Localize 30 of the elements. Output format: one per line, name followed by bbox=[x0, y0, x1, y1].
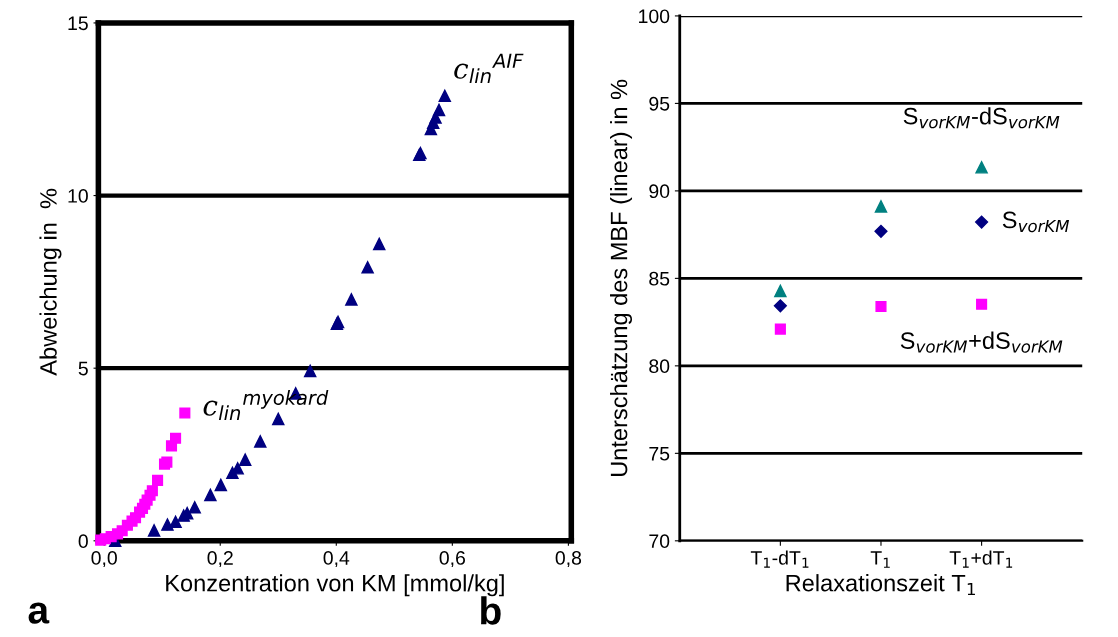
series-label: S$_{vorKM}$ bbox=[1002, 211, 1070, 233]
x-tick-label: 0,0 bbox=[91, 551, 117, 568]
y-tick-label: 85 bbox=[649, 271, 670, 286]
series-label: S$_{vorKM}$-dS$_{vorKM}$ bbox=[903, 107, 1060, 129]
y-tick-label: 5 bbox=[78, 361, 88, 376]
text: b bbox=[481, 596, 501, 625]
x-tick-label: 0,8 bbox=[555, 551, 582, 568]
x-axis-title: Relaxationszeit T$_{1}$ bbox=[786, 574, 975, 596]
y-tick-label: 100 bbox=[639, 9, 670, 24]
y-axis-title: Abweichung in % bbox=[39, 188, 62, 376]
y-tick-label: 10 bbox=[68, 189, 88, 203]
annotation: c$_{lin}$$^{AIF}$ bbox=[454, 53, 524, 83]
y-tick-label: 90 bbox=[649, 184, 670, 199]
x-tick-label: 0,2 bbox=[207, 551, 233, 568]
x-tick-label: T$_{1}$+dT$_{1}$ bbox=[949, 550, 1013, 568]
text: a bbox=[28, 602, 50, 624]
x-tick-label: 0,6 bbox=[439, 551, 466, 568]
y-tick-label: 15 bbox=[68, 16, 88, 31]
y-tick-label: 75 bbox=[649, 447, 670, 461]
y-tick-label: 95 bbox=[649, 96, 670, 111]
series-label: S$_{vorKM}$+dS$_{vorKM}$ bbox=[900, 331, 1063, 353]
y-tick-label: 0 bbox=[78, 534, 88, 549]
x-axis-title: Konzentration von KM [mmol/kg] bbox=[166, 574, 504, 597]
y-axis-title: Unterschätzung des MBF (linear) in % bbox=[610, 79, 633, 476]
x-tick-label: T$_{1}$-dT$_{1}$ bbox=[750, 550, 809, 568]
x-tick-label: T$_{1}$ bbox=[870, 551, 890, 568]
y-tick-label: 80 bbox=[649, 359, 670, 374]
x-tick-label: 0,4 bbox=[323, 551, 350, 568]
annotation: c$_{lin}$$^{myokard}$ bbox=[203, 389, 329, 420]
y-tick-label: 70 bbox=[649, 534, 670, 549]
